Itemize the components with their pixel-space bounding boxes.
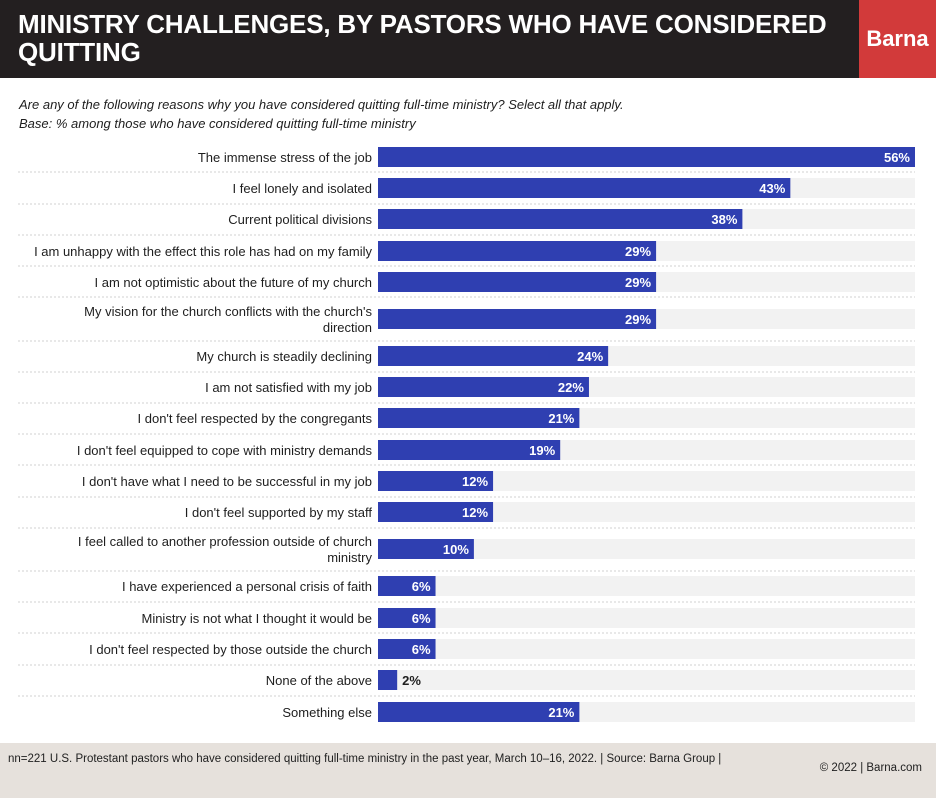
bar (378, 346, 609, 366)
category-label: Current political divisions (228, 212, 372, 227)
category-label: My vision for the church conflicts with … (84, 304, 372, 319)
bar-track (378, 576, 915, 596)
bar (378, 272, 657, 292)
value-label: 21% (548, 411, 574, 426)
bar (378, 309, 657, 329)
base-line: Base: % among those who have considered … (19, 116, 416, 131)
copyright: © 2022 | Barna.com (819, 762, 922, 774)
bar (378, 209, 743, 229)
category-label: I don't feel supported by my staff (185, 505, 373, 520)
category-label: Ministry is not what I thought it would … (141, 611, 372, 626)
bar (378, 241, 657, 261)
bar (378, 502, 494, 522)
bar (378, 440, 561, 460)
bar (378, 670, 398, 690)
bar-track (378, 502, 915, 522)
category-label: I don't feel respected by the congregant… (138, 411, 373, 426)
bar (378, 178, 791, 198)
bar-track (378, 608, 915, 628)
bar (378, 147, 915, 167)
question-line: Are any of the following reasons why you… (19, 97, 624, 112)
value-label: 29% (625, 275, 651, 290)
value-label: 6% (412, 611, 431, 626)
sample-note: nn=221 U.S. Protestant pastors who have … (8, 753, 722, 765)
page-title: MINISTRY CHALLENGES, BY PASTORS WHO HAVE… (18, 9, 827, 67)
bar (378, 608, 436, 628)
category-label: ministry (327, 550, 372, 565)
value-label: 6% (412, 579, 431, 594)
bar-track (378, 539, 915, 559)
value-label: 24% (577, 349, 603, 364)
bar-chart: 56% The immense stress of the job 43% I fee… (18, 147, 915, 722)
value-label: 29% (625, 312, 651, 327)
value-label: 56% (884, 150, 910, 165)
category-label: I feel called to another profession outs… (78, 534, 372, 549)
category-label: direction (323, 320, 372, 335)
category-label: I am unhappy with the effect this role h… (34, 244, 372, 259)
bar (378, 377, 589, 397)
bar (378, 702, 580, 722)
bar (378, 639, 436, 659)
category-label: Something else (282, 705, 372, 720)
value-label: 22% (558, 380, 584, 395)
footer: nn=221 U.S. Protestant pastors who have … (0, 743, 936, 798)
category-label: My church is steadily declining (196, 349, 372, 364)
bar-track (378, 639, 915, 659)
category-label: I don't have what I need to be successfu… (82, 474, 372, 489)
value-label: 12% (462, 474, 488, 489)
bar (378, 471, 494, 491)
category-label: None of the above (266, 673, 372, 688)
value-label: 12% (462, 505, 488, 520)
bar-track (378, 471, 915, 491)
value-label: 2% (402, 673, 421, 688)
question-text: Are any of the following reasons why you… (19, 95, 919, 133)
value-label: 21% (548, 705, 574, 720)
value-label: 29% (625, 244, 651, 259)
value-label: 19% (529, 443, 555, 458)
header-bar: MINISTRY CHALLENGES, BY PASTORS WHO HAVE… (0, 0, 936, 78)
category-label: I am not satisfied with my job (205, 380, 372, 395)
category-label: I feel lonely and isolated (233, 181, 372, 196)
bar (378, 539, 474, 559)
bar (378, 408, 580, 428)
value-label: 10% (443, 542, 469, 557)
bar-track (378, 670, 915, 690)
category-label: I have experienced a personal crisis of … (122, 579, 372, 594)
category-label: I am not optimistic about the future of … (95, 275, 372, 290)
value-label: 38% (711, 212, 737, 227)
value-label: 43% (759, 181, 785, 196)
bar (378, 576, 436, 596)
category-label: I don't feel respected by those outside … (89, 642, 372, 657)
category-label: The immense stress of the job (198, 150, 372, 165)
category-label: I don't feel equipped to cope with minis… (77, 443, 373, 458)
value-label: 6% (412, 642, 431, 657)
barna-logo: Barna (859, 0, 936, 78)
